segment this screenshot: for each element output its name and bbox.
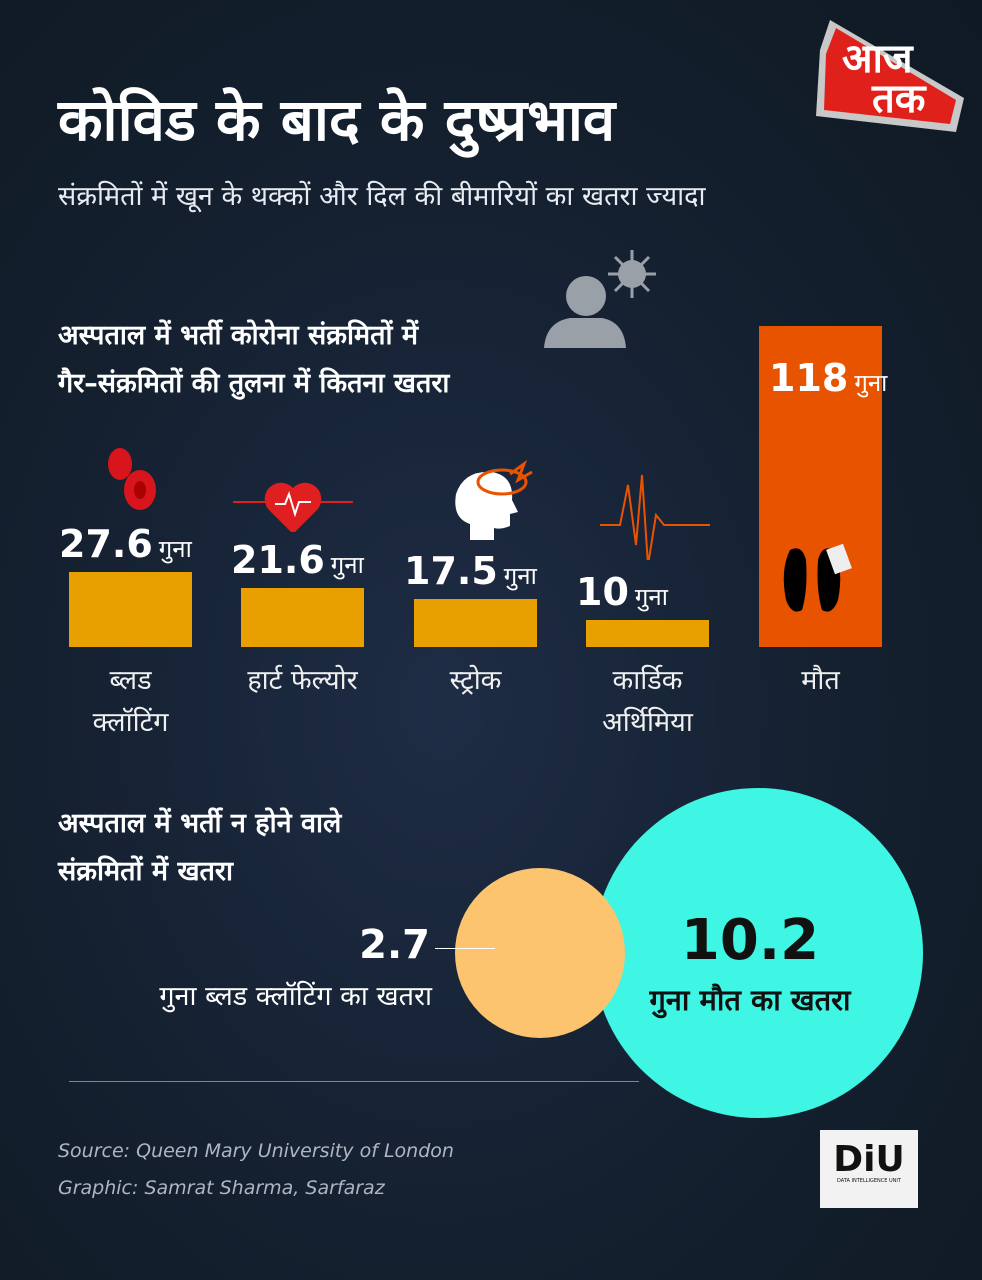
value-number: 17.5: [404, 549, 498, 594]
value-number: 10: [576, 569, 629, 614]
section2-heading-line1: अस्पताल में भर्ती न होने वाले: [58, 808, 342, 839]
section2-heading-line2: संक्रमितों में खतरा: [58, 856, 233, 887]
bar-0: [69, 571, 192, 647]
bar-3: [586, 619, 709, 647]
svg-text:आज: आज: [842, 36, 914, 82]
bar-value-label: 10 गुना: [576, 570, 668, 614]
value-unit: गुना: [854, 369, 888, 397]
value-unit: गुना: [158, 534, 192, 563]
bubble-caption: गुना ब्लड क्लॉटिंग का खतरा: [159, 981, 432, 1012]
bar-value-label: 118 गुना: [769, 356, 887, 400]
person-virus-icon: [544, 250, 656, 348]
bubble-value-label: 2.7: [359, 922, 430, 968]
bar-category-label: हार्ट फेल्योर: [247, 665, 358, 696]
bar-category-label: कार्डिक अर्थिमिया: [602, 665, 693, 738]
bubble-2.7: [455, 868, 625, 1038]
value-unit: गुना: [503, 562, 537, 591]
diu-logo-subtext: DATA INTELLIGENCE UNIT: [837, 1178, 901, 1184]
svg-text:तक: तक: [871, 76, 927, 122]
bar-category-label: मौत: [801, 665, 840, 696]
value-number: 118: [769, 356, 849, 400]
ecg-line-icon: [600, 474, 710, 560]
source-text: Source: Queen Mary University of London: [58, 1140, 454, 1162]
value-number: 27.6: [59, 521, 153, 566]
bubble-10.2: [592, 787, 924, 1119]
heart-pulse-icon: [233, 482, 353, 532]
section1-heading-line1: अस्पताल में भर्ती कोरोना संक्रमितों में: [58, 320, 419, 351]
leader-line: [435, 948, 495, 949]
diu-logo: DiU DATA INTELLIGENCE UNIT: [820, 1130, 918, 1208]
bar-2: [414, 599, 537, 647]
page-title: कोविड के बाद के दुष्प्रभाव: [58, 86, 616, 154]
bar-category-label: स्ट्रोक: [449, 665, 502, 696]
feet-tag-icon: [783, 543, 852, 612]
bar-category-label: ब्लड क्लॉटिंग: [92, 665, 169, 738]
section1-heading-line2: गैर–संक्रमितों की तुलना में कितना खतरा: [58, 368, 450, 399]
head-stroke-icon: [455, 460, 533, 540]
blood-cells-icon: [108, 448, 156, 510]
value-number: 21.6: [231, 538, 325, 583]
bar-value-label: 17.5 गुना: [404, 549, 537, 593]
aajtak-logo: आज तक: [816, 20, 964, 132]
bar-value-label: 21.6 गुना: [231, 538, 364, 582]
credit-text: Graphic: Samrat Sharma, Sarfaraz: [58, 1177, 385, 1199]
value-unit: गुना: [634, 582, 668, 611]
value-unit: गुना: [330, 551, 364, 580]
bubble-caption: गुना मौत का खतरा: [649, 983, 851, 1017]
bubble-value-label: 10.2: [680, 908, 820, 973]
bar-value-label: 27.6 गुना: [59, 522, 192, 566]
page-subtitle: संक्रमितों में खून के थक्कों और दिल की ब…: [58, 181, 706, 212]
divider: [69, 1081, 639, 1082]
diu-logo-text: DiU: [833, 1139, 905, 1180]
bar-1: [241, 588, 364, 647]
